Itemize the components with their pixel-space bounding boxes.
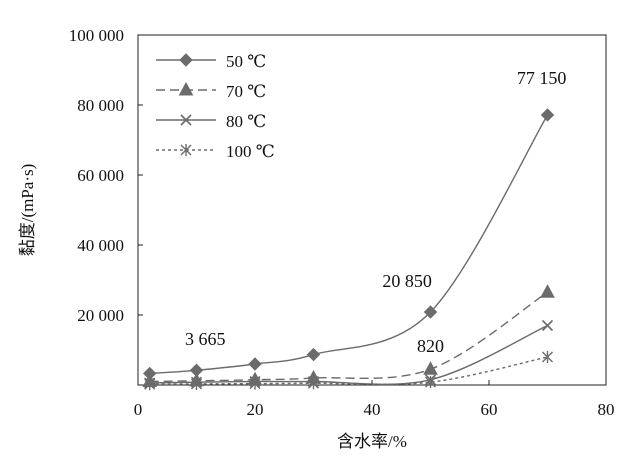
data-label: 820 [417,336,444,356]
x-tick-label: 0 [134,400,143,419]
y-tick-label: 100 000 [69,26,124,45]
data-point [540,108,555,122]
legend-marker [180,144,192,156]
data-point [423,305,438,319]
legend-item: 70 ℃ [156,81,266,101]
data-point [308,377,319,390]
y-tick-label: 40 000 [77,236,124,255]
data-point [144,378,156,391]
x-tick-label: 40 [364,400,381,419]
x-tick-label: 80 [598,400,615,419]
legend: 50 ℃ 70 ℃ 80 ℃ 100 ℃ [156,52,275,161]
x-axis-title: 含水率/% [337,432,407,451]
data-point [249,377,261,390]
legend-item: 50 ℃ [156,52,266,71]
x-tick-label: 60 [481,400,498,419]
data-point [306,347,321,362]
legend-label: 80 ℃ [226,112,266,131]
data-point [425,376,436,389]
data-point [542,351,553,363]
data-label: 20 850 [382,271,432,291]
legend-marker [180,114,192,126]
legend-label: 50 ℃ [226,52,266,71]
y-tick-label: 80 000 [77,96,124,115]
data-point [248,357,262,371]
legend-item: 100 ℃ [156,142,275,161]
annotation-layer: 3 665 20 850 820 77 150 [185,68,566,356]
data-point [540,284,555,298]
data-point [423,361,438,375]
y-tick-label: 20 000 [77,306,124,325]
x-axis: 0 20 40 60 80 [134,380,615,419]
legend-marker [178,81,194,96]
data-point [191,377,202,390]
series-line [149,356,548,386]
y-tick-label: 60 000 [77,166,124,185]
y-axis-title: 黏度/(mPa·s) [18,164,37,257]
data-label: 77 150 [517,68,567,88]
legend-label: 70 ℃ [226,82,266,101]
data-point [541,319,554,332]
legend-item: 80 ℃ [156,112,266,131]
data-label: 3 665 [185,329,226,349]
legend-label: 100 ℃ [226,142,275,161]
y-axis: 20 000 40 000 60 000 80 000 100 000 [69,26,143,325]
x-tick-label: 20 [247,400,264,419]
series-layer [142,108,555,391]
series-4 [144,351,553,391]
legend-marker [179,53,193,67]
series-1 [142,108,555,381]
